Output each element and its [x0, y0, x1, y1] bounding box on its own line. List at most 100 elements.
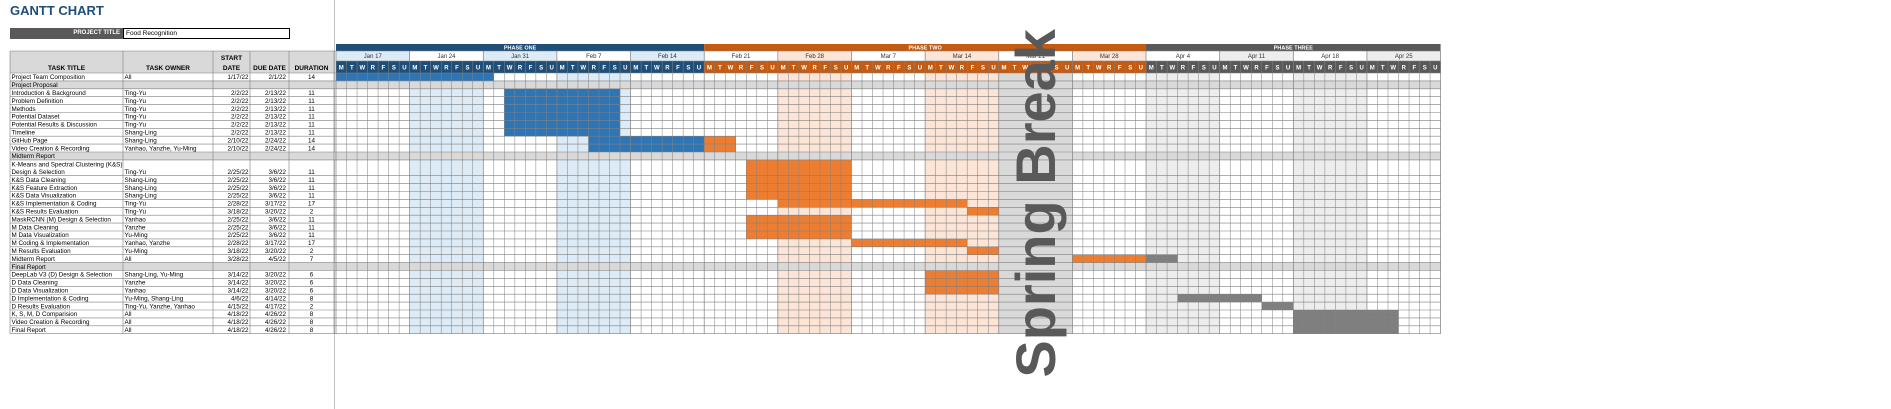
day-header-cell [956, 61, 968, 73]
task-bar-cell [935, 270, 947, 279]
day-letter: R [444, 66, 449, 72]
task-owner: Ting-Yu [125, 122, 147, 129]
task-duration: 14 [308, 74, 316, 81]
day-header-cell [630, 61, 642, 73]
task-start-date: 4/15/22 [227, 303, 249, 310]
task-bar-cell [830, 183, 841, 192]
task-bar-cell [1324, 325, 1336, 334]
day-letter: R [371, 66, 376, 72]
day-letter: R [960, 66, 965, 72]
day-header-cell [620, 61, 631, 73]
task-bar-cell [914, 199, 926, 208]
day-header-cell [1240, 61, 1252, 73]
task-duration: 2 [310, 209, 314, 216]
task-owner: Yu-Ming [125, 232, 149, 239]
day-letter: W [507, 66, 513, 72]
task-bar-cell [430, 73, 442, 81]
task-start-date: 2/2/22 [231, 106, 249, 113]
day-letter: S [1202, 66, 1206, 72]
task-due-date: 4/14/22 [265, 295, 287, 302]
task-bar-cell [546, 104, 557, 113]
week-label: Mar 28 [1100, 54, 1119, 60]
task-due-date: 4/26/22 [265, 327, 287, 334]
task-bar-cell [1303, 317, 1315, 326]
task-owner: Ting-Yu [125, 98, 147, 105]
header-task: TASK TITLE [48, 65, 86, 72]
task-start-date: 2/25/22 [227, 177, 249, 184]
task-bar-cell [798, 175, 810, 184]
task-bar-cell [830, 191, 841, 200]
project-title-input[interactable]: Food Recognition [123, 28, 290, 39]
week-header-cell [704, 51, 778, 61]
day-letter: M [633, 66, 638, 72]
day-header-cell [1009, 61, 1020, 73]
task-start-date: 1/17/22 [227, 74, 249, 81]
task-bar-cell [767, 159, 778, 176]
task-bar-cell [556, 128, 568, 137]
day-header-cell [493, 61, 505, 73]
task-due-date: 3/6/22 [268, 216, 286, 223]
phase-banner [704, 44, 1147, 51]
day-header-cell [767, 61, 778, 73]
week-label: Mar 14 [953, 54, 972, 60]
task-start-date: 2/25/22 [227, 185, 249, 192]
task-start-date: 2/2/22 [231, 98, 249, 105]
day-header-cell [998, 61, 1010, 73]
task-owner: All [125, 327, 132, 334]
task-title-line1: K-Means and Spectral Clustering (K&S) [12, 161, 123, 168]
task-bar-cell [546, 88, 557, 97]
task-owner: Yanhao, Yanzhe [125, 240, 171, 247]
task-title: M Coding & Implementation [12, 240, 90, 247]
week-header-cell [1072, 51, 1147, 61]
task-bar-cell [1198, 294, 1210, 303]
task-owner: Yanhao [125, 288, 147, 295]
task-bar-cell [514, 96, 526, 105]
task-bar-cell [1335, 310, 1346, 318]
task-due-date: 3/20/22 [265, 288, 287, 295]
task-due-date: 2/13/22 [265, 122, 287, 129]
day-letter: M [1296, 66, 1301, 72]
day-header-cell [651, 61, 663, 73]
task-bar-cell [767, 175, 778, 184]
week-label: Jan 24 [437, 54, 456, 60]
task-bar-cell [556, 88, 568, 97]
week-header-cell [851, 51, 926, 61]
task-bar-cell [788, 223, 799, 231]
task-start-date: 2/25/22 [227, 224, 249, 231]
task-bar-cell [1314, 325, 1325, 334]
day-letter: W [1317, 66, 1323, 72]
task-bar-cell [809, 231, 820, 239]
task-start-date: 2/25/22 [227, 169, 249, 176]
task-bar-cell [798, 215, 810, 224]
day-letter: F [750, 66, 754, 72]
day-header-cell [840, 61, 852, 73]
task-start-date: 2/25/22 [227, 216, 249, 223]
task-bar-cell [599, 120, 610, 129]
task-bar-cell [893, 199, 905, 208]
task-bar-cell [946, 278, 957, 287]
task-bar-cell [546, 128, 557, 137]
task-bar-cell [1377, 325, 1388, 334]
day-header-cell [756, 61, 768, 73]
day-header-cell [546, 61, 557, 73]
task-bar-cell [525, 120, 536, 129]
task-duration: 6 [310, 280, 314, 287]
day-header-cell [1314, 61, 1325, 73]
task-duration: 8 [310, 327, 314, 334]
task-bar-cell [977, 278, 989, 287]
task-bar-cell [514, 128, 526, 137]
task-start-date: 4/6/22 [231, 295, 249, 302]
task-start-date: 2/28/22 [227, 240, 249, 247]
day-letter: U [991, 66, 995, 72]
task-bar-cell [514, 120, 526, 129]
task-bar-cell [840, 175, 852, 184]
week-label: Feb 21 [732, 54, 751, 60]
task-bar-cell [819, 159, 831, 176]
day-header-cell [1019, 61, 1031, 73]
day-header-cell [683, 61, 694, 73]
task-owner: Ting-Yu [125, 114, 147, 121]
task-title: Midterm Report [12, 256, 56, 263]
task-bar-cell [1093, 254, 1104, 263]
task-bar-cell [977, 246, 989, 255]
